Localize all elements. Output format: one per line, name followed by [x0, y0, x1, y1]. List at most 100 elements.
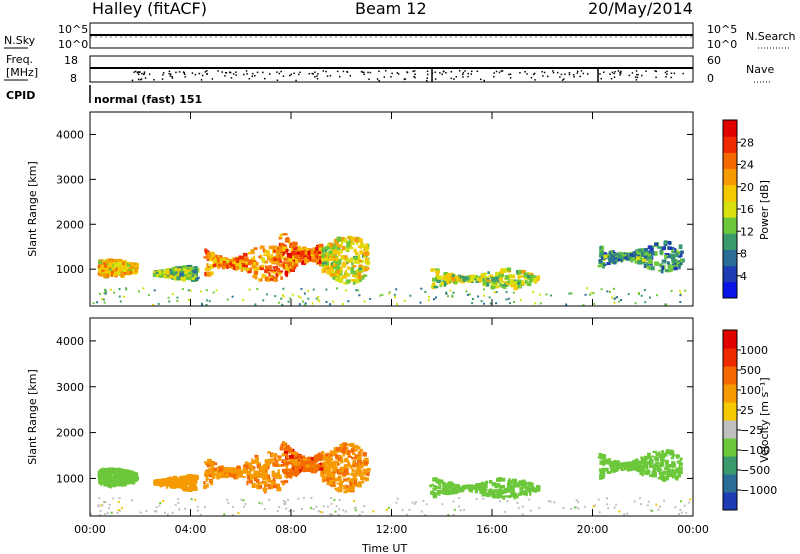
colorbar-segment: [723, 249, 737, 267]
echo-cell: [495, 302, 498, 305]
nave-dot: [254, 75, 256, 77]
echo-cell: [247, 462, 252, 467]
echo-cell: [450, 482, 455, 487]
echo-cell: [157, 270, 162, 274]
echo-cell: [656, 469, 662, 473]
echo-cell: [337, 463, 340, 466]
echo-cell: [670, 290, 673, 292]
echo-cell: [291, 451, 294, 454]
date-title: 20/May/2014: [588, 0, 693, 18]
nave-dot: [182, 71, 185, 73]
echo-cell: [207, 254, 211, 260]
echo-cell: [480, 273, 484, 279]
echo-cell: [529, 509, 532, 512]
echo-cell: [679, 468, 683, 473]
echo-cell: [244, 262, 248, 268]
echo-cell: [364, 477, 368, 480]
echo-cell: [260, 264, 265, 268]
echo-cell: [226, 298, 229, 301]
echo-cell: [599, 253, 604, 258]
echo-cell: [189, 276, 192, 280]
echo-cell: [573, 506, 576, 509]
echo-cell: [119, 262, 124, 267]
echo-cell: [209, 258, 213, 262]
freq-label-1: Freq.: [6, 53, 33, 66]
echo-cell: [211, 252, 215, 257]
nave-dot: [559, 76, 561, 78]
echo-cell: [334, 250, 340, 254]
echo-cell: [268, 255, 272, 260]
nave-dot: [631, 72, 634, 74]
echo-cell: [679, 250, 684, 254]
echo-cell: [257, 473, 260, 478]
nave-dot: [137, 78, 140, 81]
echo-cell: [684, 289, 687, 292]
echo-cell: [158, 504, 161, 507]
colorbar-tick-label: 16: [740, 203, 754, 216]
echo-cell: [608, 251, 612, 255]
echo-cell: [352, 265, 357, 268]
colorbar-segment: [723, 217, 737, 234]
nave-dot: [427, 73, 429, 76]
echo-cell: [119, 475, 124, 480]
echo-cell: [659, 453, 665, 459]
echo-cell: [345, 467, 349, 471]
echo-cell: [519, 299, 522, 302]
echo-cell: [131, 499, 133, 502]
echo-cell: [485, 480, 489, 484]
echo-cell: [442, 275, 446, 280]
echo-cell: [178, 508, 181, 511]
echo-cell: [465, 484, 470, 487]
echo-cell: [281, 303, 284, 306]
echo-cell: [321, 263, 324, 267]
nave-dot: [613, 72, 615, 75]
echo-cell: [235, 266, 238, 271]
echo-cell: [218, 466, 224, 469]
echo-cell: [352, 445, 356, 450]
echo-cell: [337, 245, 341, 248]
echo-cell: [327, 243, 330, 247]
echo-cell: [334, 510, 337, 513]
echo-cell: [110, 511, 113, 514]
echo-cell: [655, 452, 660, 457]
echo-cell: [185, 276, 190, 280]
nave-dot: [168, 70, 171, 72]
echo-cell: [117, 475, 120, 479]
echo-cell: [323, 268, 327, 273]
nave-dot: [603, 71, 605, 73]
echo-cell: [347, 453, 351, 458]
echo-cell: [260, 481, 264, 485]
echo-cell: [665, 460, 669, 466]
echo-cell: [262, 248, 266, 252]
echo-cell: [483, 288, 485, 291]
echo-cell: [512, 291, 515, 294]
echo-cell: [327, 472, 333, 478]
echo-cell: [293, 262, 297, 267]
echo-cell: [340, 466, 345, 470]
echo-cell: [171, 267, 175, 271]
echo-cell: [106, 263, 111, 268]
echo-cell: [655, 503, 658, 506]
echo-cell: [511, 274, 516, 279]
echo-cell: [228, 469, 233, 472]
echo-cell: [105, 468, 109, 474]
echo-cell: [679, 301, 682, 303]
echo-cell: [606, 471, 612, 474]
echo-cell: [329, 267, 334, 272]
echo-cell: [350, 488, 355, 491]
echo-cell: [609, 253, 612, 258]
echo-cell: [333, 498, 336, 501]
echo-cell: [204, 506, 206, 509]
echo-cell: [636, 460, 641, 464]
echo-cell: [605, 458, 609, 463]
echo-cell: [263, 274, 267, 279]
y-tick-label: 3000: [56, 381, 84, 394]
echo-cell: [511, 491, 515, 494]
echo-cell: [351, 241, 355, 245]
echo-cell: [513, 495, 516, 500]
echo-cell: [174, 481, 178, 484]
echo-cell: [460, 487, 464, 491]
echo-cell: [464, 276, 469, 280]
echo-cell: [647, 265, 651, 270]
echo-cell: [326, 247, 329, 252]
